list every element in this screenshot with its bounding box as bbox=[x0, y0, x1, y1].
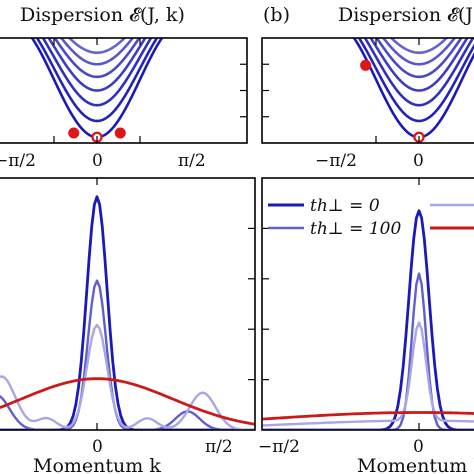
series-line-3 bbox=[47, 38, 147, 92]
xtick-label-tl-zero: 0 bbox=[92, 151, 103, 171]
xtick-label-bl-zero: 0 bbox=[92, 437, 103, 457]
xtick-label-tl-neg-pi-half: −π/2 bbox=[0, 151, 36, 171]
series-line-5 bbox=[381, 38, 457, 66]
filled-marker-2 bbox=[114, 127, 126, 139]
plot-area bbox=[0, 195, 255, 430]
series-line-2 bbox=[363, 38, 474, 107]
xtick-label-br-zero: 0 bbox=[413, 437, 424, 457]
series-line-5 bbox=[59, 38, 135, 66]
panel-top-right bbox=[261, 37, 474, 144]
panel-a-title: Dispersion 𝓔(J, k) bbox=[20, 4, 185, 26]
filled-marker-0 bbox=[68, 127, 80, 139]
series-line-6 bbox=[389, 38, 449, 54]
series-line-1 bbox=[262, 272, 474, 430]
series-line-1 bbox=[35, 38, 159, 123]
xlabel-left: Momentum k bbox=[33, 455, 161, 474]
series-line-6 bbox=[67, 38, 127, 54]
plot-area bbox=[262, 209, 474, 430]
series-line-3 bbox=[369, 38, 469, 92]
series-line-1 bbox=[0, 279, 255, 430]
legend-label-1: th⊥ = 100 bbox=[310, 219, 401, 239]
xlabel-right: Momentum k bbox=[357, 455, 474, 474]
panel-b-letter: (b) bbox=[263, 4, 290, 26]
series-line-2 bbox=[262, 321, 474, 427]
axes-frame bbox=[0, 37, 248, 144]
plot-area bbox=[30, 38, 164, 143]
axes-frame bbox=[0, 177, 256, 431]
panel-bottom-left bbox=[0, 177, 256, 431]
series-line-3 bbox=[262, 411, 474, 421]
xtick-label-tl-pi-half: π/2 bbox=[178, 151, 206, 171]
xtick-label-bl-pi-half: π/2 bbox=[205, 437, 233, 457]
series-line-2 bbox=[0, 323, 255, 430]
panel-top-left bbox=[0, 37, 248, 144]
xtick-label-br-neg-pi-half: −π/2 bbox=[258, 437, 300, 457]
series-line-2 bbox=[41, 38, 153, 107]
legend-label-0: th⊥ = 0 bbox=[310, 196, 380, 216]
xtick-label-tr-neg-pi-half: −π/2 bbox=[315, 151, 357, 171]
panel-bottom-right bbox=[261, 177, 474, 431]
xtick-label-tr-zero: 0 bbox=[413, 151, 424, 171]
series-line-1 bbox=[357, 38, 474, 123]
filled-marker-0 bbox=[360, 59, 372, 71]
series-line-3 bbox=[0, 377, 255, 426]
panel-b-title: Dispersion 𝓔(J bbox=[338, 4, 473, 26]
axes-frame bbox=[261, 177, 474, 431]
series-line-0 bbox=[262, 209, 474, 430]
legend: th⊥ = 0 th⊥ = 100 bbox=[268, 196, 474, 239]
series-line-4 bbox=[53, 38, 141, 79]
series-line-0 bbox=[0, 195, 255, 430]
series-line-4 bbox=[375, 38, 463, 79]
